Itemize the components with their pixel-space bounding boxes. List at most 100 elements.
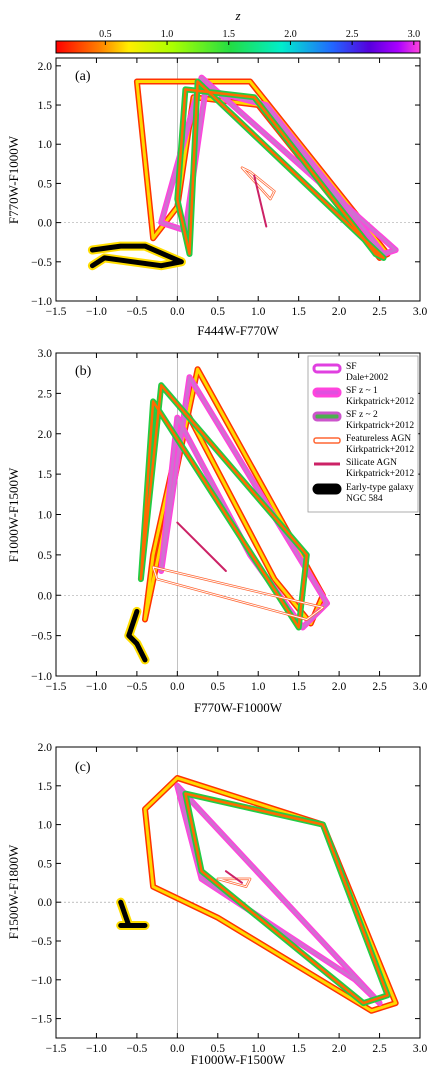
x-tick-label: 0.5 bbox=[211, 306, 226, 318]
y-tick-label: 0.5 bbox=[38, 178, 53, 190]
x-tick-label: 0.0 bbox=[170, 1043, 185, 1055]
panel-c-frame bbox=[55, 746, 421, 1039]
legend-entry: Silicate AGN Kirkpatrick+2012 bbox=[314, 458, 414, 479]
y-tick-label: 0.5 bbox=[38, 550, 53, 562]
y-tick-label: −1.0 bbox=[31, 671, 52, 683]
panel-c-label: (c) bbox=[75, 760, 91, 775]
x-tick-label: −0.5 bbox=[126, 306, 147, 318]
legend-swatch bbox=[312, 387, 342, 398]
track-sf-z2 bbox=[139, 384, 309, 629]
track-agn-featureless bbox=[241, 167, 275, 200]
legend-entry: SF z ~ 2 Kirkpatrick+2012 bbox=[312, 410, 414, 431]
legend-line2: NGC 584 bbox=[346, 494, 383, 504]
panel-a: (a) F444W-F770W F770W-F1000W −1.5 −1.0 −0.… bbox=[6, 57, 427, 338]
legend-line1: Silicate AGN bbox=[346, 458, 397, 468]
legend-swatch bbox=[312, 363, 342, 374]
panel-c-plot bbox=[56, 747, 420, 1038]
legend-line2: Kirkpatrick+2012 bbox=[346, 469, 414, 479]
legend-swatch bbox=[312, 411, 342, 422]
legend-line1: SF z ~ 1 bbox=[346, 386, 378, 396]
y-tick-label: 1.5 bbox=[38, 781, 53, 793]
x-tick-label: 2.0 bbox=[332, 681, 347, 693]
legend-entry: SF Dale+2002 bbox=[312, 362, 389, 383]
track-early bbox=[126, 608, 148, 663]
legend-entry: Early-type galaxy NGC 584 bbox=[312, 483, 414, 504]
panel-b: (b) F770W-F1000W F1000W-F1500W −1.5 −1.0−… bbox=[6, 348, 427, 715]
x-tick-label: 2.0 bbox=[332, 306, 347, 318]
y-tick-label: −0.5 bbox=[31, 257, 52, 269]
panel-a-axes: −1.5 −1.0 −0.5 0.0 0.5 1.0 1.5 2.0 2.5 3.0−1.0−0.… bbox=[31, 58, 427, 318]
colorbar-label: z bbox=[234, 8, 240, 23]
panel-c-axes: −1.5 −1.0 −0.5 0.0 0.5 1.0 1.5 2.0 2.5 3.0 −1.5 −1.… bbox=[31, 742, 427, 1055]
panel-a-xlabel: F444W-F770W bbox=[197, 323, 279, 338]
x-tick-label: −1.5 bbox=[46, 1043, 67, 1055]
x-tick-label: 2.5 bbox=[372, 306, 387, 318]
track-early bbox=[89, 243, 184, 269]
track-early bbox=[118, 899, 148, 928]
x-tick-label: −1.0 bbox=[86, 681, 107, 693]
panel-c-xlabel: F1000W-F1500W bbox=[191, 1052, 286, 1067]
legend-line1: SF z ~ 2 bbox=[346, 410, 378, 420]
legend-entry: SF z ~ 1 Kirkpatrick+2012 bbox=[312, 386, 414, 407]
legend-line2: Kirkpatrick+2012 bbox=[346, 397, 414, 407]
panel-a-ylabel: F770W-F1000W bbox=[6, 135, 21, 224]
x-tick-label: 1.5 bbox=[291, 681, 306, 693]
panel-b-label: (b) bbox=[75, 364, 92, 379]
y-tick-label: 0.0 bbox=[38, 590, 53, 602]
x-tick-label: −1.5 bbox=[46, 681, 67, 693]
panel-b-ylabel: F1000W-F1500W bbox=[6, 467, 21, 562]
y-tick-label: 1.5 bbox=[38, 469, 53, 481]
panel-b-axes: −1.5 −1.0 −0.5 0.0 0.5 1.0 1.5 2.0 2.5 3.0−1.0−0.… bbox=[31, 348, 427, 693]
panel-b-plot bbox=[56, 353, 420, 676]
colorbar: z 0.5 1.0 1.5 2.0 2.5 3.0 bbox=[55, 8, 421, 54]
y-tick-label: 1.5 bbox=[38, 100, 53, 112]
colorbar-tick-label: 1.0 bbox=[161, 29, 174, 40]
x-tick-label: 0.0 bbox=[170, 306, 185, 318]
x-tick-label: 3.0 bbox=[413, 306, 428, 318]
x-tick-label: −0.5 bbox=[126, 1043, 147, 1055]
x-tick-label: 1.5 bbox=[291, 306, 306, 318]
track-sf-z2 bbox=[174, 78, 387, 261]
y-tick-label: 1.0 bbox=[38, 139, 53, 151]
colorbar-ticks: 0.5 1.0 1.5 2.0 2.5 3.0 bbox=[99, 29, 420, 45]
colorbar-gradient bbox=[55, 40, 421, 54]
x-tick-label: −0.5 bbox=[126, 681, 147, 693]
x-tick-label: 1.0 bbox=[251, 1043, 266, 1055]
y-tick-label: 2.0 bbox=[38, 429, 53, 441]
y-tick-label: 0.0 bbox=[38, 897, 53, 909]
y-tick-label: 1.0 bbox=[38, 510, 53, 522]
track-sf-z2 bbox=[176, 80, 385, 260]
panel-c-ylabel: F1500W-F1800W bbox=[6, 844, 21, 939]
x-tick-label: 2.5 bbox=[372, 1043, 387, 1055]
panel-a-plot bbox=[56, 58, 420, 301]
legend-line1: Early-type galaxy bbox=[346, 483, 414, 493]
track-agn-featureless bbox=[152, 566, 324, 620]
x-tick-label: 1.0 bbox=[251, 681, 266, 693]
colorbar-tick-label: 2.0 bbox=[284, 29, 297, 40]
legend-entry: Featureless AGN Kirkpatrick+2012 bbox=[313, 434, 414, 455]
x-tick-label: −1.0 bbox=[86, 306, 107, 318]
legend-line1: SF bbox=[346, 362, 357, 372]
x-tick-label: 1.0 bbox=[251, 306, 266, 318]
legend-swatch bbox=[313, 437, 341, 444]
x-tick-label: −1.5 bbox=[46, 306, 67, 318]
track-agn-silicate bbox=[253, 174, 268, 228]
x-tick-label: 2.5 bbox=[372, 681, 387, 693]
track-agn-silicate bbox=[224, 870, 243, 884]
x-tick-label: 0.5 bbox=[211, 1043, 226, 1055]
colorbar-tick-label: 3.0 bbox=[408, 29, 421, 40]
y-tick-label: −1.5 bbox=[31, 1014, 52, 1026]
y-tick-label: −0.5 bbox=[31, 936, 52, 948]
track-sf-dale bbox=[143, 367, 325, 625]
y-tick-label: 2.0 bbox=[38, 742, 53, 754]
legend: SF Dale+2002 SF z ~ 1 Kirkpatrick+2012 S… bbox=[307, 355, 419, 513]
y-tick-label: 1.0 bbox=[38, 820, 53, 832]
legend-swatch bbox=[312, 483, 342, 495]
y-tick-label: 2.5 bbox=[38, 388, 53, 400]
y-tick-label: 3.0 bbox=[38, 348, 53, 360]
x-tick-label: 1.5 bbox=[291, 1043, 306, 1055]
track-sf-z2 bbox=[184, 792, 389, 1005]
colorbar-tick-label: 0.5 bbox=[99, 29, 112, 40]
x-tick-label: 0.5 bbox=[211, 681, 226, 693]
